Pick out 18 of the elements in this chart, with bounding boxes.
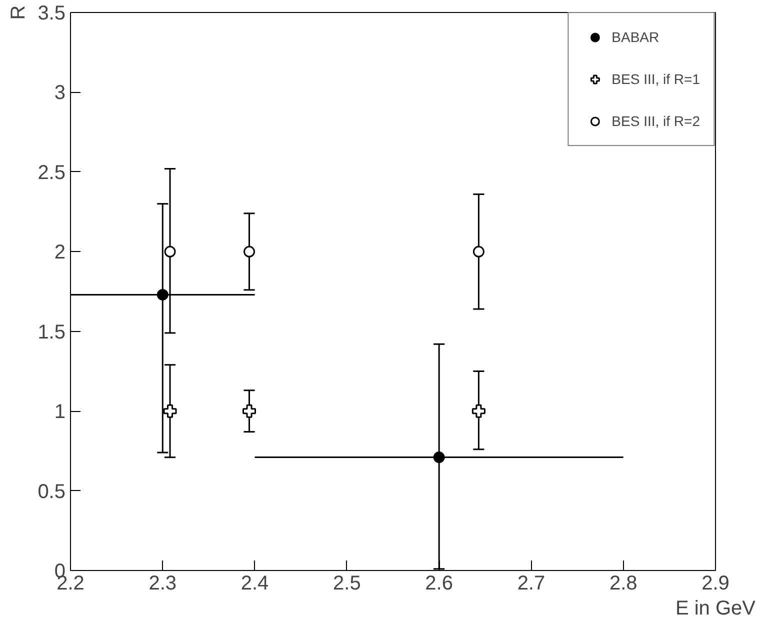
legend-label: BES III, if R=1 <box>612 71 700 87</box>
x-tick-label: 2.6 <box>425 572 453 594</box>
y-tick-label: 1.5 <box>38 321 66 344</box>
y-tick-label: 0.5 <box>38 480 66 503</box>
x-tick-label: 2.8 <box>609 572 638 594</box>
x-tick-label: 2.7 <box>517 572 546 594</box>
x-tick-label: 2.5 <box>333 572 361 594</box>
y-tick-label: 3.5 <box>38 2 66 24</box>
y-tick-label: 2 <box>54 242 66 264</box>
x-tick-label: 2.4 <box>240 572 269 594</box>
legend-label: BES III, if R=2 <box>612 113 700 129</box>
y-tick-label: 1 <box>54 401 66 424</box>
y-tick-label: 3 <box>54 82 66 104</box>
x-tick-label: 2.3 <box>148 572 177 594</box>
y-axis-title: R <box>8 5 30 20</box>
x-tick-label: 2.9 <box>702 572 730 594</box>
legend-label: BABAR <box>612 29 660 45</box>
y-tick-label: 2.5 <box>38 162 66 184</box>
